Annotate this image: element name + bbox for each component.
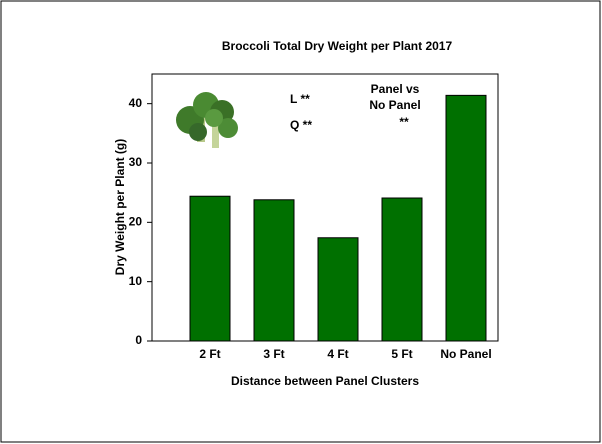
bar <box>253 199 295 342</box>
annotation: L ** <box>290 92 310 106</box>
x-tick-label: 2 Ft <box>199 347 220 361</box>
x-tick-label: 5 Ft <box>391 347 412 361</box>
y-tick-label: 10 <box>129 274 143 288</box>
bar <box>381 197 423 342</box>
y-axis-label: Dry Weight per Plant (g) <box>113 139 127 275</box>
annotation: No Panel <box>369 98 420 112</box>
broccoli-image <box>176 92 238 148</box>
y-tick-label: 20 <box>129 215 143 229</box>
x-tick-label: 4 Ft <box>327 347 348 361</box>
bar <box>189 195 231 342</box>
annotation: Panel vs <box>371 82 420 96</box>
x-axis-label: Distance between Panel Clusters <box>231 374 419 388</box>
chart-title: Broccoli Total Dry Weight per Plant 2017 <box>222 39 453 53</box>
x-tick-label: No Panel <box>440 347 491 361</box>
annotation: ** <box>399 115 409 129</box>
y-tick-label: 0 <box>135 333 142 347</box>
x-tick-label: 3 Ft <box>263 347 284 361</box>
bar <box>445 94 487 342</box>
y-tick-label: 40 <box>129 96 143 110</box>
bar <box>317 237 359 342</box>
annotation: Q ** <box>290 118 312 132</box>
y-tick-label: 30 <box>129 155 143 169</box>
